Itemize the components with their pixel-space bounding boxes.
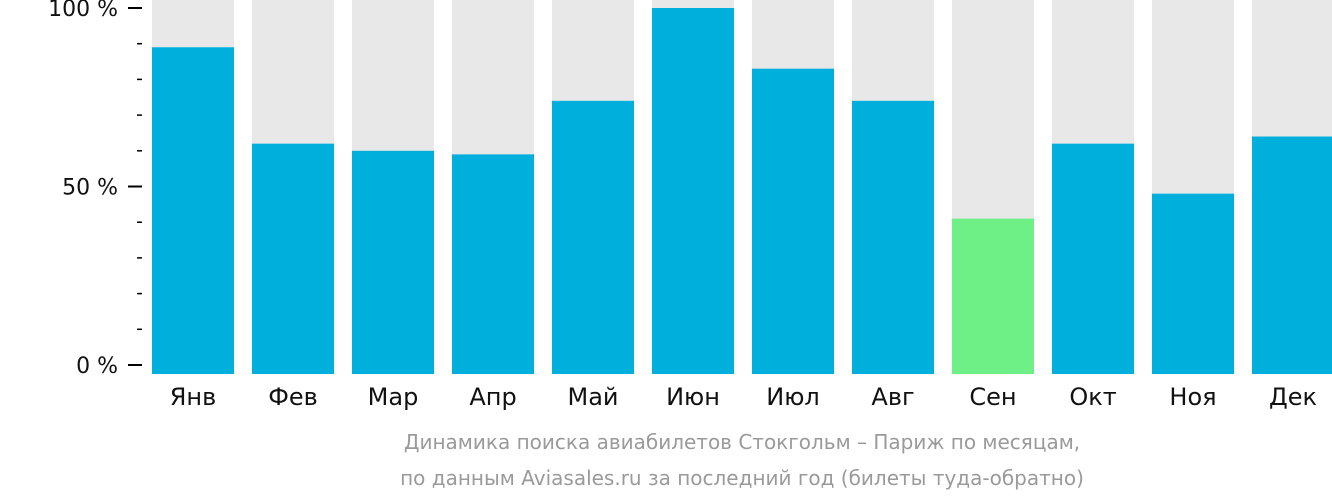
bar-8 bbox=[952, 218, 1034, 374]
bar-4 bbox=[552, 100, 634, 374]
x-axis-labels: Янв Фев Мар Апр Май Июн Июл Авг Сен Окт Ноя Дек bbox=[170, 383, 1317, 411]
bar-2 bbox=[352, 150, 434, 374]
x-tick-label-0: Янв bbox=[170, 383, 217, 411]
y-tick-label: 0 % bbox=[76, 354, 118, 379]
x-tick-label-8: Сен bbox=[969, 383, 1016, 411]
x-tick-label-11: Дек bbox=[1269, 383, 1317, 411]
bar-1 bbox=[252, 143, 334, 374]
chart-caption-line-2: по данным Aviasales.ru за последний год … bbox=[400, 466, 1084, 490]
x-tick-label-7: Авг bbox=[871, 383, 914, 411]
bar-6 bbox=[752, 68, 834, 374]
bar-9 bbox=[1052, 143, 1134, 374]
x-tick-label-5: Июн bbox=[666, 383, 720, 411]
x-tick-label-10: Ноя bbox=[1169, 383, 1216, 411]
bar-0 bbox=[152, 47, 234, 375]
bar-5 bbox=[652, 8, 734, 374]
x-tick-label-6: Июл bbox=[766, 383, 820, 411]
bar-7 bbox=[852, 100, 934, 374]
y-tick-label: 50 % bbox=[62, 176, 118, 201]
y-axis: 0 % 50 % 100 % bbox=[48, 0, 142, 379]
x-tick-label-3: Апр bbox=[469, 383, 516, 411]
y-tick-label: 100 % bbox=[48, 0, 118, 22]
data-bars bbox=[152, 8, 1332, 375]
bar-10 bbox=[1152, 193, 1234, 374]
x-tick-label-2: Мар bbox=[368, 383, 419, 411]
x-tick-label-9: Окт bbox=[1069, 383, 1116, 411]
bar-3 bbox=[452, 154, 534, 374]
bar-11 bbox=[1252, 136, 1332, 374]
bar-chart: 0 % 50 % 100 % Янв Фев Мар Апр Май Июн Июл Авг Сен… bbox=[48, 0, 1332, 411]
x-tick-label-1: Фев bbox=[268, 383, 318, 411]
x-tick-label-4: Май bbox=[567, 383, 618, 411]
chart-caption-line-1: Динамика поиска авиабилетов Стокгольм – … bbox=[403, 430, 1081, 454]
